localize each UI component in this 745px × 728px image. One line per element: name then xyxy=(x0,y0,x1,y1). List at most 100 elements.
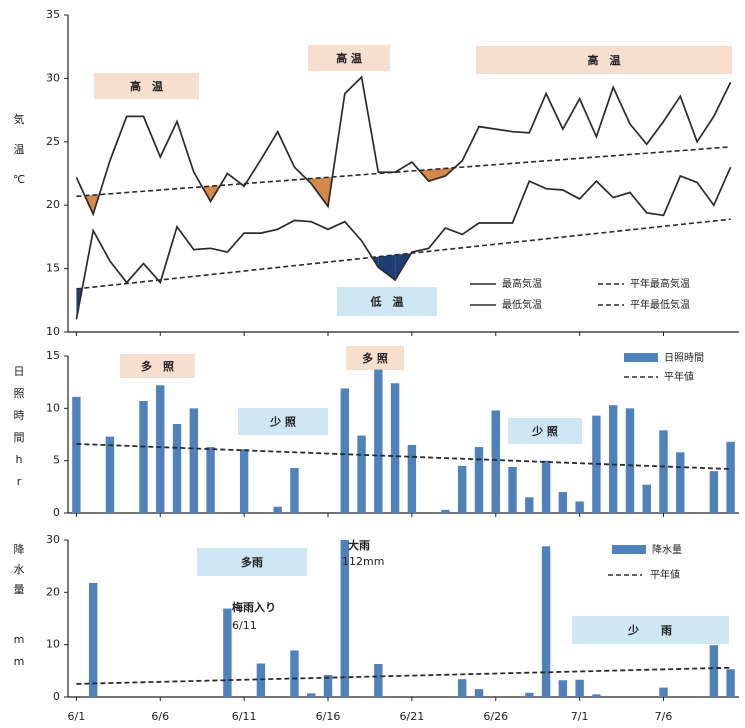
rain-annotation-many-label: 多雨 xyxy=(241,555,263,569)
temp-legend-label: 平年最低気温 xyxy=(630,298,690,311)
rain-bar xyxy=(340,540,349,697)
rain-bar xyxy=(323,675,333,697)
sun-normal-line xyxy=(76,443,731,470)
temp-y-tick-label: 35 xyxy=(46,8,60,21)
rain-bar xyxy=(290,650,299,697)
rain-bar xyxy=(525,692,534,697)
sun-annotation-low-2-box xyxy=(508,418,582,444)
rain-annotation-heavy-label: 大雨 xyxy=(348,538,370,552)
sun-ylabel-char: 時 xyxy=(14,409,25,422)
sun-bar xyxy=(290,467,299,513)
sun-bar xyxy=(340,388,349,513)
temp-annotation-hot-2-label: 高 温 xyxy=(336,51,362,65)
sun-bar xyxy=(206,447,215,513)
sun-y-tick-label: 0 xyxy=(53,506,60,519)
rain-ylabel-char: m xyxy=(14,655,25,668)
sun-bar xyxy=(659,430,668,513)
temp-ylabel-char: ℃ xyxy=(13,173,25,186)
sun-bar xyxy=(441,509,450,513)
x-tick-label: 6/1 xyxy=(68,710,86,723)
temp-high-line xyxy=(75,75,732,217)
x-tick-label: 6/11 xyxy=(232,710,257,723)
rain-y-tick-label: 30 xyxy=(46,533,60,546)
sun-bar xyxy=(458,465,467,513)
rain-y-tick-label: 0 xyxy=(53,690,60,703)
sun-ylabel-char: 間 xyxy=(14,431,25,444)
rain-bar xyxy=(88,582,98,697)
temp-normal-low-line xyxy=(76,218,731,290)
sun-bar xyxy=(558,492,568,513)
sun-bar xyxy=(642,484,651,513)
temp-low-below-normal-shade xyxy=(378,254,396,280)
rain-bar xyxy=(307,693,316,697)
sun-bar xyxy=(374,369,383,513)
x-tick-label: 7/6 xyxy=(655,710,673,723)
rain-bar xyxy=(575,679,584,697)
rain-y-tick-label: 10 xyxy=(46,638,60,651)
rain-annotation-many-box xyxy=(197,548,307,576)
rain-bar xyxy=(256,663,266,697)
temp-legend-label: 最高気温 xyxy=(502,277,542,290)
rain-bar xyxy=(223,608,232,697)
rain-bar xyxy=(592,694,601,697)
sun-legend-line-label: 平年値 xyxy=(664,370,694,383)
temp-high-below-normal-shade xyxy=(428,168,446,182)
temp-y-tick-label: 10 xyxy=(46,325,60,338)
sun-ylabel-char: 日 xyxy=(14,365,25,378)
x-tick-label: 7/1 xyxy=(571,710,589,723)
sun-ylabel-char: r xyxy=(17,475,22,488)
rain-ylabel-char: 水 xyxy=(14,563,25,576)
sun-bar xyxy=(491,410,500,513)
sun-ylabel-char: 照 xyxy=(14,387,25,400)
rain-bar xyxy=(458,679,467,697)
rain-bar xyxy=(474,689,484,697)
sun-y-tick-label: 10 xyxy=(46,401,60,414)
rain-annotation-heavy-amount: 112mm xyxy=(342,555,384,568)
temp-y-tick-label: 30 xyxy=(46,71,60,84)
temp-annotation-cold-box xyxy=(337,287,437,316)
rain-normal-line xyxy=(76,666,731,685)
rain-ylabel-char: m xyxy=(14,633,25,646)
sun-bar xyxy=(139,401,148,513)
temp-annotation-hot-2-box xyxy=(308,45,390,71)
sun-bar xyxy=(474,447,484,513)
sun-bar xyxy=(273,506,282,513)
sun-annotation-low-1-label: 少 照 xyxy=(269,415,296,429)
sun-bar xyxy=(676,452,685,513)
temp-normal-high-line xyxy=(76,146,731,198)
sun-annotation-high-1-label: 多 照 xyxy=(141,359,174,373)
rain-annotation-few-label: 少 雨 xyxy=(627,623,672,637)
rain-bar xyxy=(659,687,668,697)
rain-legend-line-label: 平年値 xyxy=(650,568,680,581)
x-tick-label: 6/6 xyxy=(151,710,169,723)
rain-y-tick-label: 20 xyxy=(46,585,60,598)
sun-bar xyxy=(541,460,551,513)
rain-annotation-tsuyu-date: 6/11 xyxy=(232,619,257,632)
sun-annotation-high-1-box xyxy=(120,354,195,378)
sun-annotation-high-2-box xyxy=(346,346,404,370)
rain-bar xyxy=(374,664,383,697)
sun-bar xyxy=(172,424,182,513)
sun-bar xyxy=(239,449,249,513)
rain-bar xyxy=(709,645,719,697)
sun-bar xyxy=(156,385,165,513)
sun-legend-bar-swatch xyxy=(624,353,658,362)
rain-bar xyxy=(726,669,735,697)
rain-bar xyxy=(558,680,568,697)
rain-annotation-tsuyu-label: 梅雨入り xyxy=(232,600,276,614)
rain-legend-bar-label: 降水量 xyxy=(652,543,682,556)
sun-bar xyxy=(390,383,400,513)
temp-annotation-hot-1-label: 高 温 xyxy=(130,79,163,93)
x-tick-label: 6/21 xyxy=(400,710,425,723)
sun-bar xyxy=(625,408,635,513)
sun-bar xyxy=(525,497,534,513)
temp-high-below-normal-shade xyxy=(311,177,328,207)
sun-legend-bar-label: 日照時間 xyxy=(664,352,704,364)
x-tick-label: 6/16 xyxy=(316,710,341,723)
temp-legend-label: 最低気温 xyxy=(502,298,542,311)
temp-ylabel-char: 温 xyxy=(14,143,25,156)
temp-low-line xyxy=(75,166,732,320)
rain-annotation-few-box xyxy=(572,616,729,644)
